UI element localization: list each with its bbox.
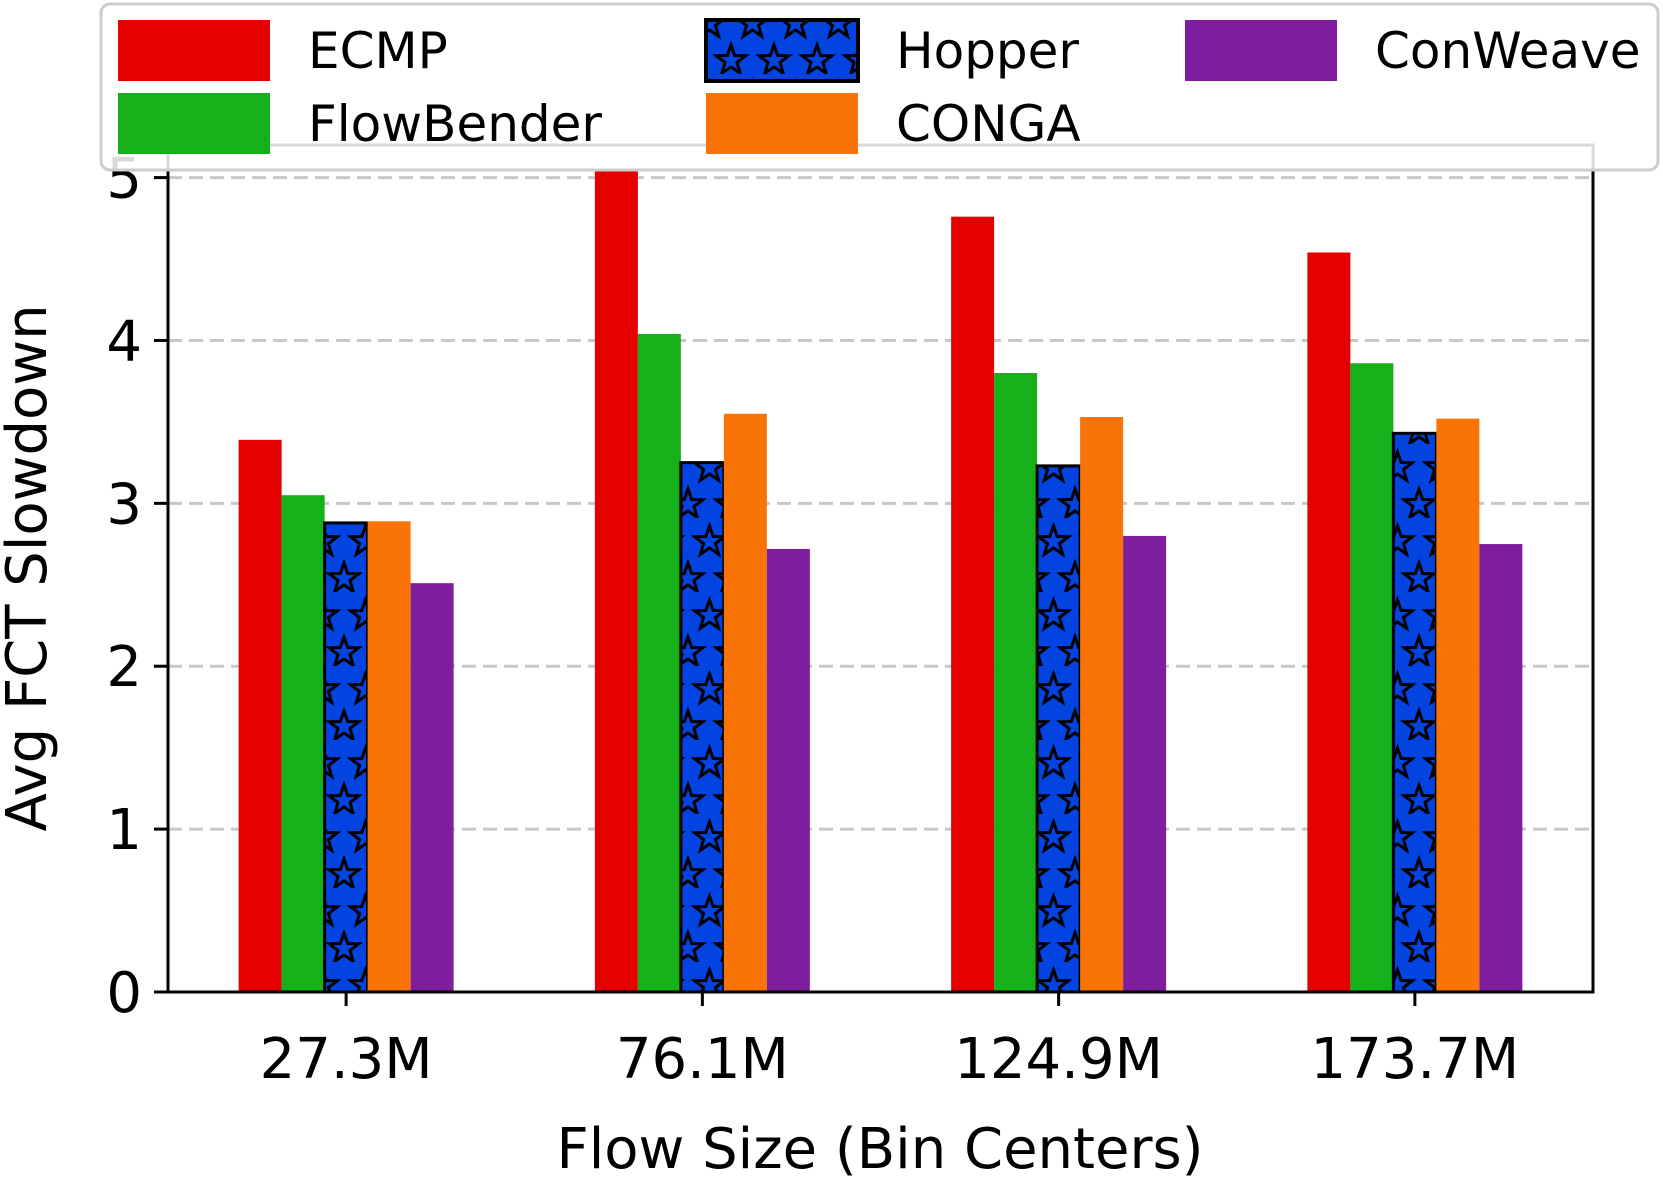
x-tick-label: 27.3M: [260, 1027, 433, 1092]
bar-ecmp-0: [238, 439, 282, 992]
bar-hopper-1: [679, 461, 726, 994]
legend-swatch: [704, 18, 860, 83]
legend-entry-conweave: ConWeave: [1185, 20, 1640, 81]
legend-label: Hopper: [896, 22, 1079, 80]
legend-label: ConWeave: [1375, 22, 1640, 80]
bar-conga-1: [723, 413, 767, 992]
bar-flowbender-0: [281, 495, 325, 992]
bar-conweave-0: [410, 583, 454, 992]
x-axis-label: Flow Size (Bin Centers): [556, 1117, 1203, 1182]
bar-hopper-2: [1035, 464, 1082, 994]
bar-conga-0: [367, 521, 411, 992]
bar-ecmp-2: [951, 216, 995, 992]
y-tick-label: 4: [106, 309, 142, 374]
bar-ecmp-1: [594, 169, 638, 993]
bar-ecmp-3: [1307, 252, 1351, 992]
y-tick-label: 0: [106, 961, 142, 1026]
bar-conga-2: [1080, 417, 1124, 992]
bar-conweave-3: [1479, 544, 1523, 992]
legend-entry-conga: CONGA: [706, 93, 1081, 154]
y-tick-label: 1: [106, 798, 142, 863]
y-tick-label: 2: [106, 635, 142, 700]
legend-entry-ecmp: ECMP: [118, 20, 448, 81]
bar-conweave-2: [1123, 535, 1167, 992]
bar-flowbender-2: [994, 373, 1038, 992]
legend-label: CONGA: [896, 95, 1081, 153]
legend-swatch: [1185, 20, 1337, 81]
bar-hopper-3: [1391, 431, 1438, 994]
legend-entry-hopper: Hopper: [704, 18, 1079, 83]
bar-conga-3: [1436, 418, 1480, 993]
bar-conweave-1: [766, 548, 810, 992]
x-tick-label: 76.1M: [616, 1027, 789, 1092]
x-axis-ticks: 27.3M 76.1M 124.9M 173.7M: [260, 992, 1520, 1092]
x-tick-label: 124.9M: [954, 1027, 1163, 1092]
x-tick-label: 173.7M: [1311, 1027, 1520, 1092]
y-tick-label: 3: [106, 472, 142, 537]
bars: [238, 169, 1523, 994]
bar-flowbender-3: [1350, 363, 1394, 992]
legend-label: FlowBender: [308, 95, 602, 153]
legend-entry-flowbender: FlowBender: [118, 93, 602, 154]
legend-swatch: [118, 93, 270, 154]
y-axis-label: Avg FCT Slowdown: [0, 304, 60, 831]
legend: ECMP FlowBender Hopper CONGA ConWeave: [99, 2, 1660, 172]
legend-swatch: [118, 20, 270, 81]
bar-flowbender-1: [637, 333, 681, 992]
bar-hopper-0: [323, 521, 370, 994]
legend-label: ECMP: [308, 22, 448, 80]
legend-swatch: [706, 93, 858, 154]
